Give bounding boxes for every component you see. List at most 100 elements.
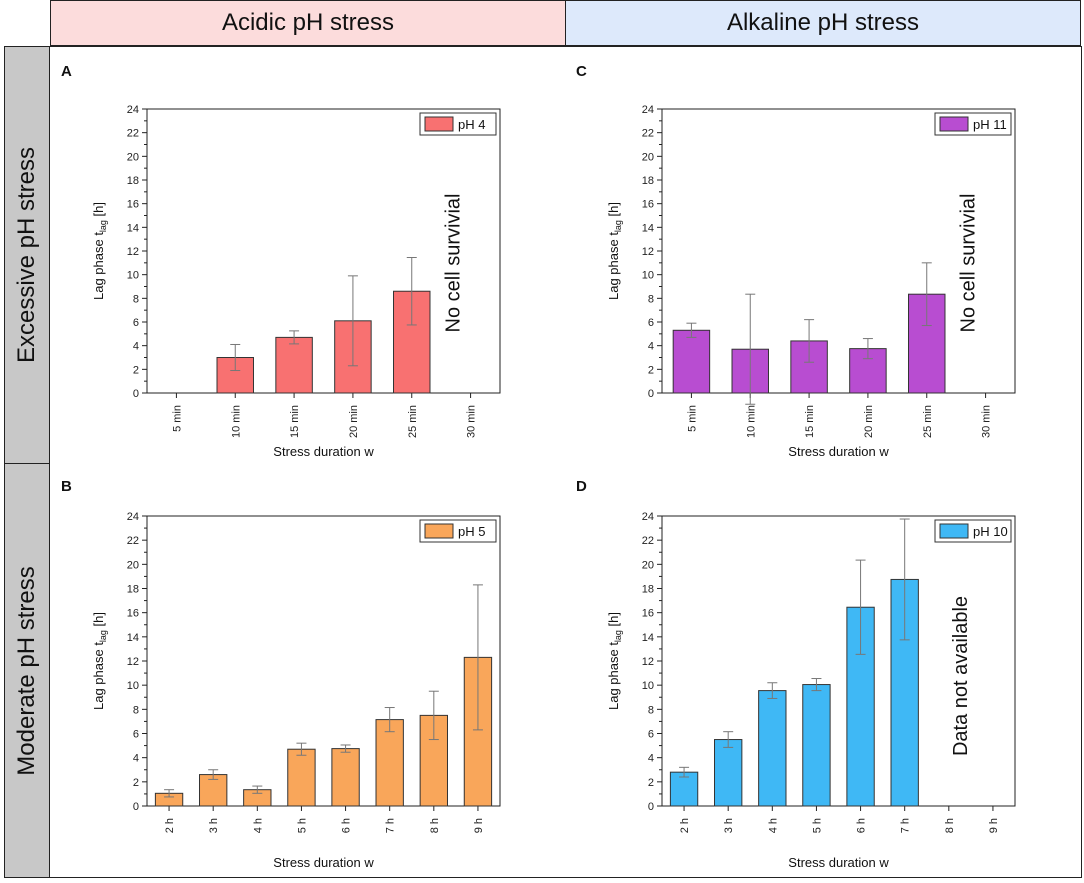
panel-letter: A xyxy=(61,63,72,80)
alkaline-header: Alkaline pH stress xyxy=(565,0,1081,46)
x-tick-label: 5 h xyxy=(811,818,823,833)
y-tick-label: 16 xyxy=(127,199,139,211)
moderate-row-header: Moderate pH stress xyxy=(4,463,50,878)
x-tick-label: 6 h xyxy=(856,818,868,833)
y-tick-label: 4 xyxy=(648,753,654,765)
y-tick-label: 22 xyxy=(642,128,654,140)
y-tick-label: 2 xyxy=(133,777,139,789)
bar xyxy=(375,719,404,807)
panel-letter: B xyxy=(61,478,72,495)
y-tick-label: 16 xyxy=(642,199,654,211)
y-tick-label: 22 xyxy=(127,128,139,140)
x-tick-label: 5 min xyxy=(686,405,698,432)
legend-label: pH 10 xyxy=(973,524,1008,539)
moderate-row-label: Moderate pH stress xyxy=(13,565,40,776)
y-tick-label: 12 xyxy=(642,656,654,668)
x-tick-label: 15 min xyxy=(804,405,816,438)
annotation-text: No cell survivial xyxy=(443,194,465,333)
y-tick-label: 18 xyxy=(127,175,139,187)
y-tick-label: 0 xyxy=(648,801,654,813)
x-tick-label: 9 h xyxy=(988,818,1000,833)
y-tick-label: 18 xyxy=(642,175,654,187)
legend-label: pH 5 xyxy=(458,524,485,539)
y-tick-label: 14 xyxy=(127,632,139,644)
y-axis-label: Lag phase tlag [h] xyxy=(91,202,108,300)
x-tick-label: 4 h xyxy=(252,818,264,833)
y-tick-label: 18 xyxy=(642,584,654,596)
x-tick-label: 2 h xyxy=(679,818,691,833)
y-tick-label: 8 xyxy=(133,704,139,716)
x-axis-label: Stress duration w xyxy=(273,855,374,870)
x-tick-label: 8 h xyxy=(429,818,441,833)
x-tick-label: 7 h xyxy=(900,818,912,833)
y-tick-label: 8 xyxy=(648,704,654,716)
x-tick-label: 6 h xyxy=(341,818,353,833)
y-tick-label: 6 xyxy=(648,729,654,741)
y-tick-label: 20 xyxy=(642,559,654,571)
excessive-row-header: Excessive pH stress xyxy=(4,46,50,464)
y-tick-label: 20 xyxy=(127,559,139,571)
x-tick-label: 3 h xyxy=(723,818,735,833)
y-tick-label: 2 xyxy=(648,777,654,789)
x-tick-label: 9 h xyxy=(473,818,485,833)
y-tick-label: 10 xyxy=(127,680,139,692)
bar xyxy=(331,748,360,807)
x-tick-label: 25 min xyxy=(922,405,934,438)
y-tick-label: 4 xyxy=(133,753,139,765)
annotation-text: No cell survivial xyxy=(958,194,980,333)
x-tick-label: 30 min xyxy=(466,405,478,438)
bar xyxy=(714,739,743,807)
y-tick-label: 14 xyxy=(642,632,654,644)
y-tick-label: 22 xyxy=(127,535,139,547)
x-tick-label: 30 min xyxy=(981,405,993,438)
x-tick-label: 10 min xyxy=(745,405,757,438)
y-tick-label: 12 xyxy=(127,246,139,258)
bar xyxy=(802,684,831,807)
y-tick-label: 20 xyxy=(642,151,654,163)
y-tick-label: 24 xyxy=(642,511,654,523)
legend-label: pH 11 xyxy=(973,117,1007,132)
y-tick-label: 10 xyxy=(642,680,654,692)
y-tick-label: 20 xyxy=(127,151,139,163)
x-tick-label: 7 h xyxy=(385,818,397,833)
y-tick-label: 6 xyxy=(133,729,139,741)
x-tick-label: 25 min xyxy=(407,405,419,438)
legend-swatch xyxy=(939,116,969,132)
bar xyxy=(275,336,313,394)
figure-frame xyxy=(49,46,1082,878)
y-tick-label: 0 xyxy=(133,388,139,400)
y-tick-label: 6 xyxy=(133,317,139,329)
y-tick-label: 10 xyxy=(127,270,139,282)
bar xyxy=(672,329,711,394)
y-tick-label: 0 xyxy=(648,388,654,400)
y-tick-label: 4 xyxy=(133,341,139,353)
y-tick-label: 12 xyxy=(642,246,654,258)
x-tick-label: 20 min xyxy=(348,405,360,438)
bar xyxy=(846,606,875,807)
x-tick-label: 10 min xyxy=(230,405,242,438)
y-tick-label: 22 xyxy=(642,535,654,547)
x-tick-label: 2 h xyxy=(164,818,176,833)
y-tick-label: 16 xyxy=(127,608,139,620)
y-axis-label: Lag phase tlag [h] xyxy=(91,612,108,710)
legend-swatch xyxy=(939,523,969,539)
y-tick-label: 12 xyxy=(127,656,139,668)
x-axis-label: Stress duration w xyxy=(273,444,374,459)
y-tick-label: 2 xyxy=(133,364,139,376)
y-tick-label: 24 xyxy=(642,104,654,116)
y-tick-label: 14 xyxy=(127,222,139,234)
legend-swatch xyxy=(424,523,454,539)
panel-letter: C xyxy=(576,63,587,80)
alkaline-header-label: Alkaline pH stress xyxy=(726,9,920,36)
bar xyxy=(758,690,787,807)
x-tick-label: 5 min xyxy=(171,405,183,432)
y-tick-label: 8 xyxy=(133,293,139,305)
y-axis-label: Lag phase tlag [h] xyxy=(606,202,623,300)
x-tick-label: 15 min xyxy=(289,405,301,438)
annotation-text: Data not available xyxy=(950,596,972,756)
bar xyxy=(287,748,316,807)
y-tick-label: 14 xyxy=(642,222,654,234)
y-tick-label: 10 xyxy=(642,270,654,282)
